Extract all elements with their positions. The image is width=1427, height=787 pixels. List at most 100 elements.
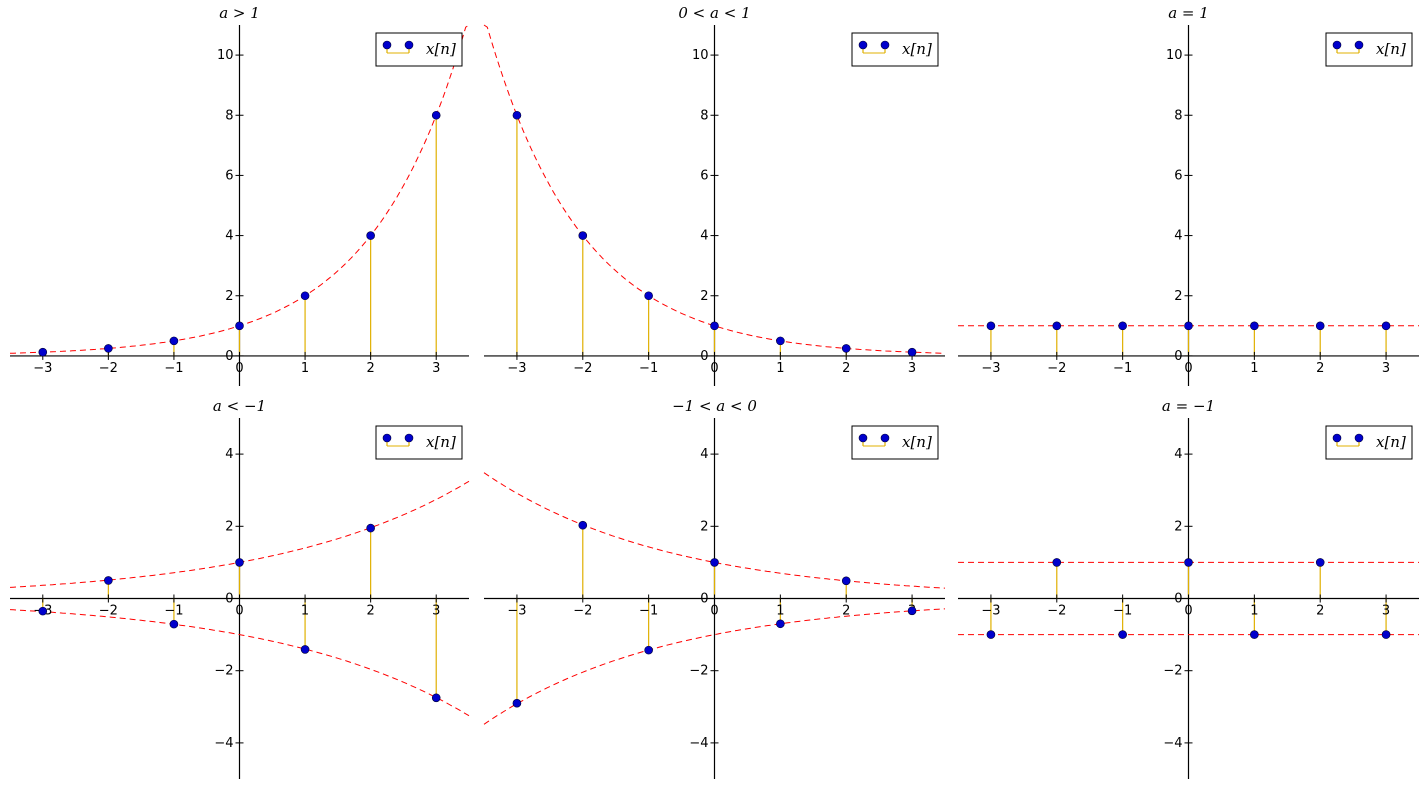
data-point <box>986 321 996 331</box>
data-point <box>235 321 244 331</box>
x-tick-label: 1 <box>1250 604 1258 619</box>
y-tick-label: 4 <box>225 447 233 462</box>
data-point <box>1250 321 1259 331</box>
legend: x[n] <box>375 425 463 460</box>
chart-title: −1 < a < 0 <box>672 397 757 415</box>
chart-title: a = −1 <box>1162 397 1215 415</box>
y-tick-label: 0 <box>225 349 233 364</box>
data-point <box>578 520 588 530</box>
x-tick-label: −2 <box>573 604 592 619</box>
data-point <box>1118 630 1127 639</box>
x-tick-label: 2 <box>367 361 375 376</box>
x-tick-label: 1 <box>301 361 309 376</box>
y-tick-label: 4 <box>1174 229 1182 244</box>
data-point <box>366 231 375 240</box>
chart-title: 0 < a < 1 <box>678 4 750 22</box>
x-tick-label: −1 <box>1113 604 1132 619</box>
x-tick-label: 2 <box>842 604 850 619</box>
x-tick-label: −3 <box>981 361 1000 376</box>
x-tick-label: 0 <box>1184 361 1192 376</box>
chart-panel-6: a = −1 −3 −2 −1 0 1 2 3 −4 −2 0 2 4 x[n] <box>958 397 1419 779</box>
data-point <box>1118 321 1127 331</box>
x-tick-label: 0 <box>710 361 718 376</box>
y-tick-label: 0 <box>225 592 233 607</box>
legend-marker <box>382 40 392 50</box>
data-point <box>1315 558 1325 567</box>
y-tick-label: 0 <box>1174 349 1182 364</box>
x-tick-label: −1 <box>639 361 658 376</box>
legend-box <box>851 32 939 67</box>
legend-marker <box>858 433 868 443</box>
y-tick-label: 10 <box>217 48 234 63</box>
x-tick-label: −2 <box>99 361 118 376</box>
y-tick-label: 10 <box>692 48 709 63</box>
legend-marker <box>858 40 868 50</box>
legend-label: x[n] <box>1376 433 1406 451</box>
y-tick-label: 8 <box>700 108 708 123</box>
data-point <box>300 291 310 301</box>
x-tick-label: 3 <box>1382 361 1390 376</box>
x-tick-label: 0 <box>710 604 718 619</box>
y-tick-label: 6 <box>1174 168 1182 183</box>
data-point <box>300 645 310 654</box>
data-point <box>512 110 522 120</box>
y-tick-label: −2 <box>1163 664 1182 679</box>
legend-box <box>1325 32 1413 67</box>
data-point <box>1381 630 1391 639</box>
y-tick-label: −4 <box>214 736 233 751</box>
data-point <box>169 619 179 629</box>
y-tick-label: −2 <box>214 664 233 679</box>
data-point <box>644 645 653 655</box>
data-point <box>1315 321 1325 331</box>
data-point <box>776 336 785 346</box>
data-point <box>986 630 996 639</box>
x-tick-label: 2 <box>1316 361 1324 376</box>
legend-marker <box>1332 40 1342 50</box>
legend-label: x[n] <box>902 40 932 58</box>
legend-marker <box>382 433 392 443</box>
data-point <box>169 336 179 346</box>
x-tick-label: −3 <box>981 604 1000 619</box>
data-point <box>431 110 441 120</box>
data-point <box>578 231 588 240</box>
legend-box <box>375 32 463 67</box>
legend-label: x[n] <box>902 433 932 451</box>
data-point <box>1250 630 1259 639</box>
x-tick-label: −1 <box>164 361 183 376</box>
legend-marker <box>880 433 890 443</box>
data-point <box>776 619 785 629</box>
y-tick-label: 10 <box>1166 48 1183 63</box>
y-tick-label: 4 <box>700 447 708 462</box>
y-tick-label: 2 <box>225 519 233 534</box>
x-tick-label: 3 <box>432 361 440 376</box>
envelope-curve-upper <box>483 472 946 589</box>
legend-marker <box>880 40 890 50</box>
legend-marker <box>404 40 414 50</box>
y-tick-label: 8 <box>225 108 233 123</box>
data-point <box>1184 321 1193 331</box>
legend: x[n] <box>851 32 939 67</box>
x-tick-label: 1 <box>776 604 784 619</box>
data-point <box>1381 321 1391 331</box>
y-tick-label: 0 <box>700 349 708 364</box>
y-tick-label: 2 <box>225 289 233 304</box>
x-tick-label: 3 <box>908 361 916 376</box>
legend: x[n] <box>1325 32 1413 67</box>
x-tick-label: 2 <box>842 361 850 376</box>
legend-marker <box>404 433 414 443</box>
chart-title: a = 1 <box>1168 4 1209 22</box>
data-point <box>431 693 441 703</box>
data-point <box>366 523 375 533</box>
chart-panel-2: 0 < a < 1 −3 −2 −1 0 1 2 3 0 2 4 6 8 10 x[n] <box>483 4 946 386</box>
y-tick-label: 4 <box>225 229 233 244</box>
data-point <box>1052 321 1062 331</box>
data-point <box>104 576 113 585</box>
y-tick-label: 0 <box>700 592 708 607</box>
data-point <box>38 347 48 357</box>
y-tick-label: 6 <box>225 168 233 183</box>
data-point <box>1052 558 1062 567</box>
x-tick-label: 1 <box>776 361 784 376</box>
